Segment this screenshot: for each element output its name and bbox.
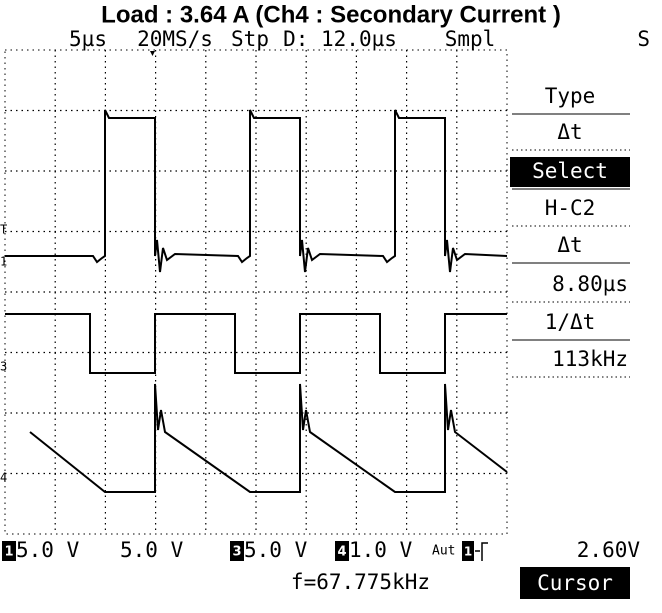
menu-item[interactable]: Δt — [557, 233, 582, 257]
status-bar: 5µs 20MS/s Stp D: 12.0µs Smpl S — [69, 27, 650, 51]
trace-ch3 — [5, 313, 507, 374]
menu-item[interactable]: Δt — [557, 120, 582, 144]
traces: T 1 3 4 — [0, 109, 508, 493]
channel-badge-label: 4 — [337, 545, 346, 560]
cursor-label[interactable]: Cursor — [537, 571, 613, 595]
channel-badge — [335, 541, 349, 561]
channel-marker: T — [0, 223, 7, 237]
channel-scale: 1.0 V — [349, 538, 413, 562]
channel-scale: 5.0 V — [120, 538, 184, 562]
status-item: Stp — [231, 27, 269, 51]
menu-item[interactable]: Select — [532, 159, 608, 183]
graticule — [5, 50, 507, 534]
channel-marker: 4 — [0, 471, 7, 485]
trigger-mode: Aut — [432, 544, 455, 559]
side-menu: Type Δt Select H-C2 Δt 8.80µs 1/Δt 113kHz — [510, 84, 630, 378]
channel-badge — [2, 541, 16, 561]
menu-highlight — [510, 157, 630, 187]
status-item: 5µs — [69, 27, 107, 51]
menu-item[interactable]: 1/Δt — [545, 310, 596, 334]
status-item: D: 12.0µs — [283, 27, 397, 51]
trigger-edge — [475, 542, 488, 561]
status-item: 20MS/s — [137, 27, 213, 51]
trace-ch1 — [5, 109, 508, 273]
trace-ch4 — [29, 383, 508, 493]
menu-item[interactable]: 8.80µs — [552, 272, 628, 296]
channel-scale: 5.0 V — [16, 538, 80, 562]
channel-marker: 3 — [0, 360, 7, 374]
channel-marker: 1 — [0, 255, 7, 269]
frequency: f=67.775kHz — [291, 570, 430, 594]
trigger-badge — [462, 541, 474, 561]
trigger-level: 2.60V — [577, 538, 641, 562]
menu-item[interactable]: Type — [545, 84, 596, 108]
trigger-badge-label: 1 — [464, 545, 472, 559]
title: Load : 3.64 A (Ch4 : Secondary Current ) — [101, 1, 561, 28]
trigger-pos — [150, 51, 155, 56]
cursor-button[interactable] — [520, 567, 630, 599]
channel-bar: 1 5.0 V 5.0 V 3 5.0 V 4 1.0 V Aut 1 2.60V — [2, 538, 640, 562]
channel-badge — [230, 541, 244, 561]
menu-item[interactable]: H-C2 — [545, 196, 596, 220]
menu-item[interactable]: 113kHz — [552, 347, 628, 371]
channel-badge-label: 3 — [232, 545, 241, 560]
status-item: S — [637, 27, 650, 51]
status-item: Smpl — [445, 27, 496, 51]
channel-badge-label: 1 — [4, 545, 13, 560]
channel-scale: 5.0 V — [244, 538, 308, 562]
